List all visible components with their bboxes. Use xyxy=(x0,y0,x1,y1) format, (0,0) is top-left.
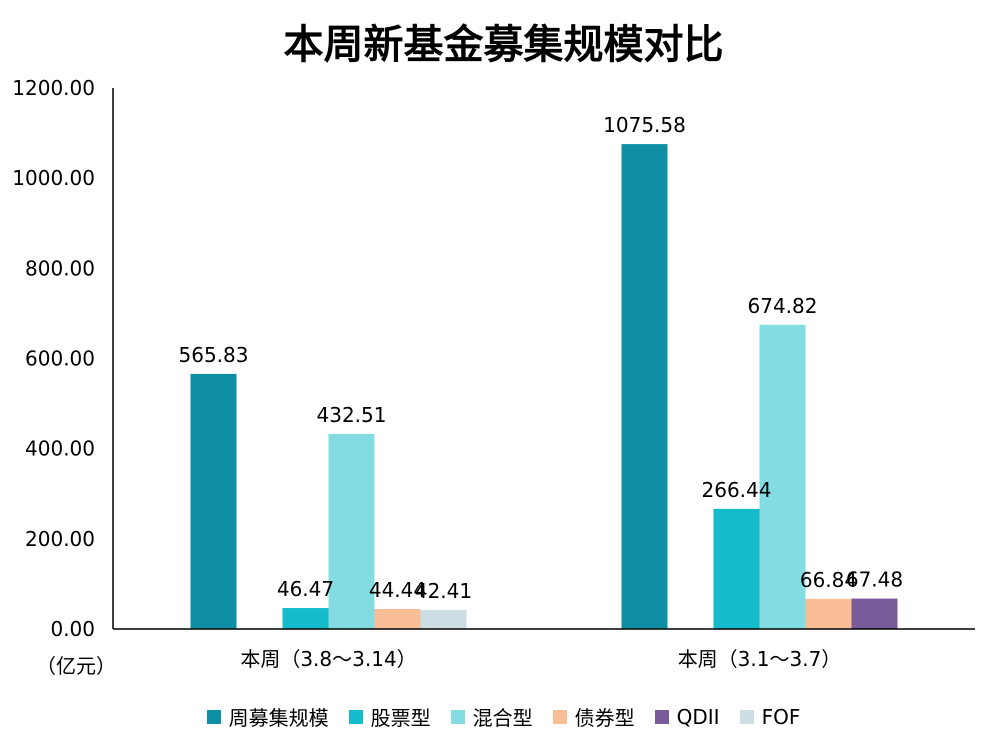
bars xyxy=(190,144,898,629)
legend-swatch xyxy=(206,709,221,724)
bar xyxy=(190,373,237,629)
legend-label: QDII xyxy=(676,704,720,729)
data-label: 67.48 xyxy=(846,568,903,592)
bar xyxy=(851,598,898,629)
bar xyxy=(282,608,329,629)
legend-swatch xyxy=(450,709,465,724)
legend-label: 混合型 xyxy=(472,706,533,730)
y-tick-label: 1000.00 xyxy=(12,166,95,190)
y-axis-ticks: 0.00 200.00 400.00 600.00 800.00 1000.00 1200.… xyxy=(12,76,95,641)
y-tick-label: 400.00 xyxy=(25,437,95,461)
y-tick-label: 0.00 xyxy=(50,617,95,641)
legend-label: 股票型 xyxy=(370,706,431,730)
y-tick-label: 600.00 xyxy=(25,347,95,371)
legend-item: FOF xyxy=(739,704,801,729)
legend-swatch xyxy=(654,709,669,724)
data-label: 66.84 xyxy=(800,568,857,592)
legend-item: QDII xyxy=(654,704,720,729)
data-label: 432.51 xyxy=(317,403,387,427)
legend-item: 混合型 xyxy=(450,702,533,731)
legend-item: 债券型 xyxy=(552,702,635,731)
data-label: 674.82 xyxy=(748,294,818,318)
data-label: 44.44 xyxy=(369,578,426,602)
bar xyxy=(374,608,421,629)
legend-swatch xyxy=(348,709,363,724)
data-label: 565.83 xyxy=(179,343,249,367)
category-label: 本周（3.1～3.7） xyxy=(678,647,842,671)
legend-swatch xyxy=(552,709,567,724)
category-label: 本周（3.8～3.14） xyxy=(240,647,416,671)
legend-swatch xyxy=(739,709,754,724)
y-tick-label: 200.00 xyxy=(25,527,95,551)
data-label: 1075.58 xyxy=(603,113,686,137)
y-tick-label: 800.00 xyxy=(25,256,95,280)
data-label: 46.47 xyxy=(277,577,334,601)
unit-label: （亿元） xyxy=(36,654,116,678)
legend-label: 债券型 xyxy=(574,706,635,730)
legend-label: 周募集规模 xyxy=(228,706,329,730)
data-label: 42.41 xyxy=(415,579,472,603)
legend: 周募集规模 股票型 混合型 债券型 QDII FOF xyxy=(0,702,1007,731)
bar xyxy=(621,144,668,629)
bar xyxy=(420,609,467,629)
bar xyxy=(759,324,806,629)
category-labels: 本周（3.8～3.14） 本周（3.1～3.7） xyxy=(240,647,841,671)
data-label: 266.44 xyxy=(702,478,772,502)
legend-item: 股票型 xyxy=(348,702,431,731)
bar xyxy=(328,434,375,629)
legend-label: FOF xyxy=(761,704,801,729)
bar xyxy=(805,598,852,629)
bar xyxy=(713,508,760,629)
y-tick-label: 1200.00 xyxy=(12,76,95,100)
legend-item: 周募集规模 xyxy=(206,702,329,731)
chart-title: 本周新基金募集规模对比 xyxy=(283,22,724,68)
